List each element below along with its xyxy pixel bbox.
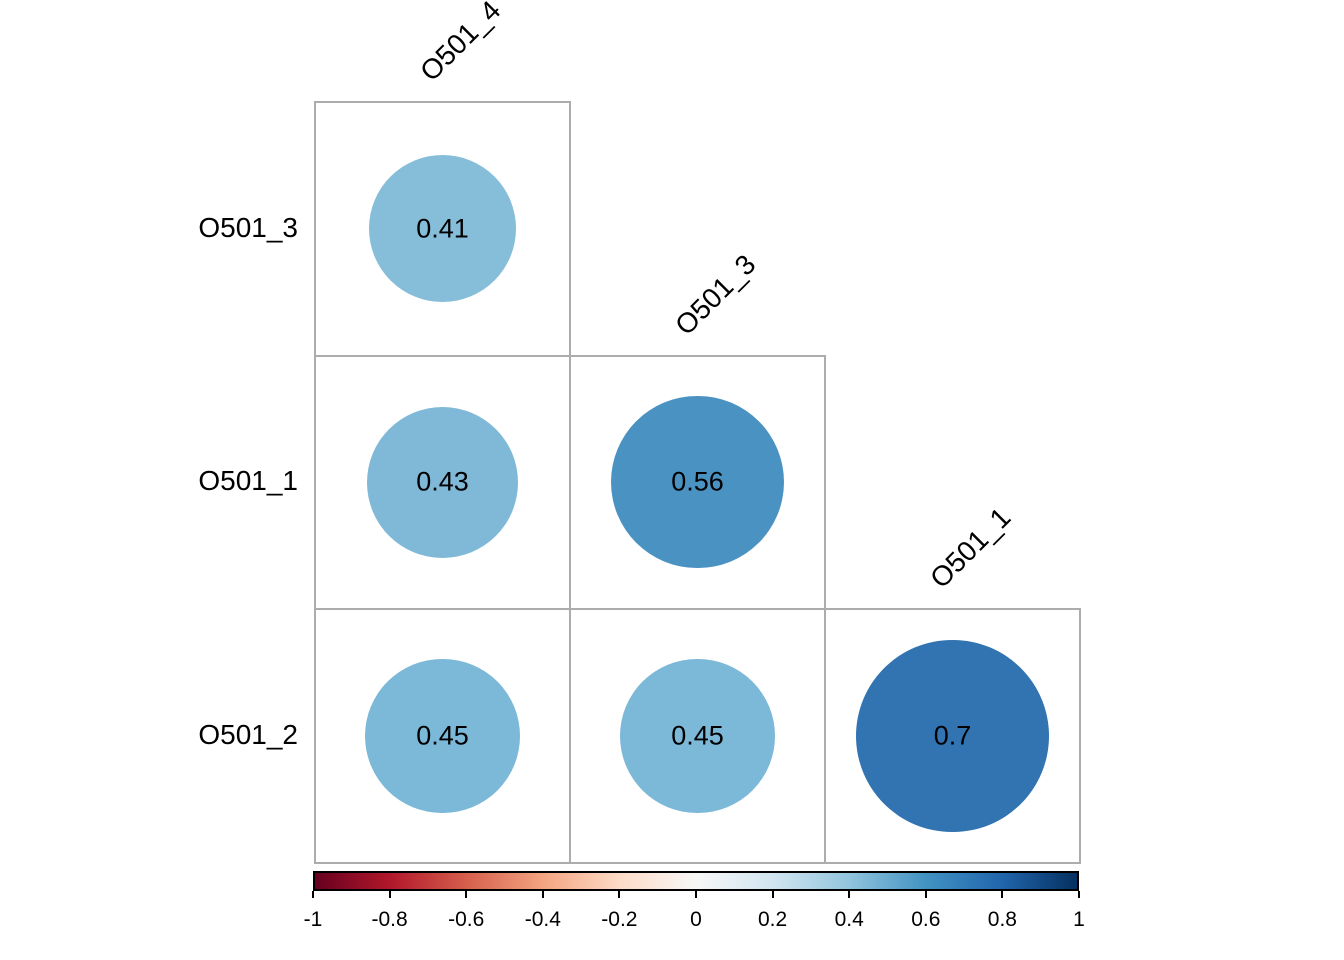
correlation-circle xyxy=(365,658,520,813)
colorbar-tick-label: -0.8 xyxy=(371,908,408,931)
correlation-circle xyxy=(856,639,1049,832)
colorbar-tick-label: 0.4 xyxy=(834,908,864,931)
colorbar-tick-label: 0.2 xyxy=(757,908,788,931)
correlation-value: 0.56 xyxy=(671,466,724,497)
colorbar-tick-label: -0.4 xyxy=(524,908,561,931)
row-label: O501_1 xyxy=(198,465,298,497)
correlation-value: 0.45 xyxy=(416,720,469,751)
colorbar-tick-label: -1 xyxy=(303,908,323,931)
correlation-circle xyxy=(368,155,517,303)
colorbar-tick xyxy=(848,891,851,898)
colorbar-tick-label: 0 xyxy=(690,908,702,931)
colorbar-tick xyxy=(618,891,621,898)
correlation-value: 0.7 xyxy=(933,720,972,751)
column-label: O501_3 xyxy=(669,248,762,341)
colorbar-tick xyxy=(1078,891,1080,898)
colorbar-tick-label: -0.2 xyxy=(601,908,638,931)
correlation-value: 0.41 xyxy=(416,213,469,244)
colorbar-tick-label: -0.6 xyxy=(448,908,485,931)
row-label: O501_2 xyxy=(198,718,298,750)
correlation-circle xyxy=(620,658,775,813)
colorbar-tick-label: 0.8 xyxy=(987,908,1017,931)
colorbar-tick-label: 0.6 xyxy=(911,908,941,931)
colorbar-tick xyxy=(771,891,774,898)
colorbar-tick xyxy=(388,891,391,898)
colorbar-tick-label: 1 xyxy=(1073,908,1085,931)
colorbar-tick xyxy=(924,891,927,898)
column-label: O501_4 xyxy=(414,0,507,87)
colorbar-tick xyxy=(465,891,468,898)
row-label: O501_3 xyxy=(198,211,298,243)
column-label: O501_1 xyxy=(924,501,1017,594)
colorbar-tick xyxy=(312,891,314,898)
colorbar-tick xyxy=(695,891,697,898)
colorbar-tick xyxy=(541,891,544,898)
matrix-cell xyxy=(824,608,1081,864)
correlation-value: 0.45 xyxy=(671,720,724,751)
correlation-circle xyxy=(611,396,784,569)
correlation-value: 0.43 xyxy=(416,466,469,497)
colorbar xyxy=(313,871,1079,891)
colorbar-tick xyxy=(1001,891,1004,898)
correlation-circle xyxy=(367,406,518,558)
